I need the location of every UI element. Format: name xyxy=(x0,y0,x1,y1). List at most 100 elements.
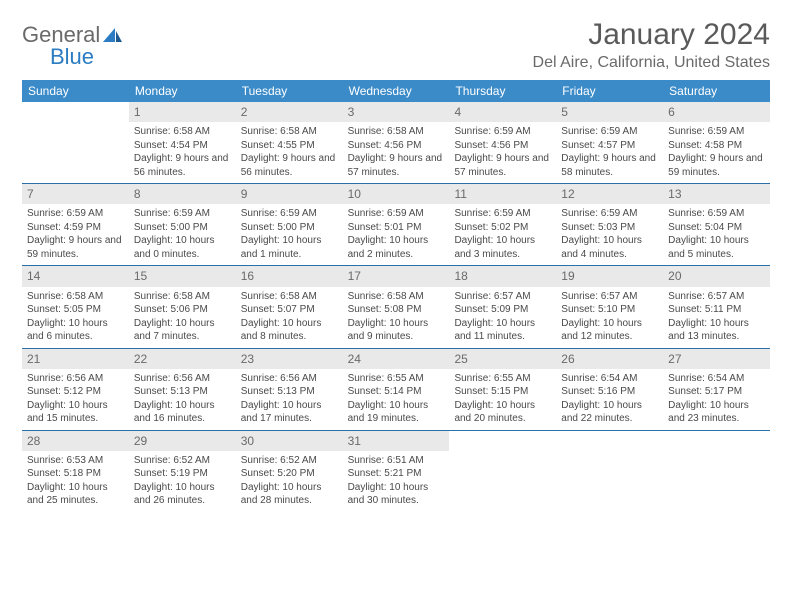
sunset-text: Sunset: 5:12 PM xyxy=(27,385,124,399)
sunrise-text: Sunrise: 6:56 AM xyxy=(241,372,338,386)
daylight-text: Daylight: 9 hours and 58 minutes. xyxy=(561,152,658,179)
daylight-text: Daylight: 10 hours and 25 minutes. xyxy=(27,481,124,508)
day-number: 7 xyxy=(22,184,129,204)
day-number: 25 xyxy=(449,349,556,369)
logo: GeneralBlue xyxy=(22,18,123,68)
week-row: 7Sunrise: 6:59 AMSunset: 4:59 PMDaylight… xyxy=(22,184,770,266)
day-number: 23 xyxy=(236,349,343,369)
sunset-text: Sunset: 5:03 PM xyxy=(561,221,658,235)
day-number: 24 xyxy=(343,349,450,369)
weekday-header: Sunday xyxy=(22,80,129,102)
day-details: Sunrise: 6:57 AMSunset: 5:10 PMDaylight:… xyxy=(558,290,661,344)
day-details: Sunrise: 6:54 AMSunset: 5:17 PMDaylight:… xyxy=(665,372,768,426)
sunset-text: Sunset: 5:08 PM xyxy=(348,303,445,317)
calendar-day: 15Sunrise: 6:58 AMSunset: 5:06 PMDayligh… xyxy=(129,266,236,347)
sunset-text: Sunset: 5:04 PM xyxy=(668,221,765,235)
weekday-header: Monday xyxy=(129,80,236,102)
sunrise-text: Sunrise: 6:58 AM xyxy=(348,125,445,139)
weekday-header: Saturday xyxy=(663,80,770,102)
day-number: 26 xyxy=(556,349,663,369)
sunrise-text: Sunrise: 6:52 AM xyxy=(134,454,231,468)
calendar-day: 18Sunrise: 6:57 AMSunset: 5:09 PMDayligh… xyxy=(449,266,556,347)
calendar-day: 10Sunrise: 6:59 AMSunset: 5:01 PMDayligh… xyxy=(343,184,450,265)
sunset-text: Sunset: 5:16 PM xyxy=(561,385,658,399)
sunset-text: Sunset: 5:20 PM xyxy=(241,467,338,481)
day-details: Sunrise: 6:56 AMSunset: 5:13 PMDaylight:… xyxy=(238,372,341,426)
day-details: Sunrise: 6:59 AMSunset: 5:01 PMDaylight:… xyxy=(345,207,448,261)
sunrise-text: Sunrise: 6:59 AM xyxy=(561,207,658,221)
sunset-text: Sunset: 5:10 PM xyxy=(561,303,658,317)
sunrise-text: Sunrise: 6:57 AM xyxy=(561,290,658,304)
daylight-text: Daylight: 9 hours and 57 minutes. xyxy=(454,152,551,179)
sunrise-text: Sunrise: 6:51 AM xyxy=(348,454,445,468)
day-details: Sunrise: 6:58 AMSunset: 5:08 PMDaylight:… xyxy=(345,290,448,344)
day-number: 6 xyxy=(663,102,770,122)
day-details: Sunrise: 6:59 AMSunset: 5:00 PMDaylight:… xyxy=(238,207,341,261)
calendar-day: 21Sunrise: 6:56 AMSunset: 5:12 PMDayligh… xyxy=(22,349,129,430)
daylight-text: Daylight: 10 hours and 0 minutes. xyxy=(134,234,231,261)
calendar-day xyxy=(663,431,770,512)
day-number: 18 xyxy=(449,266,556,286)
sunset-text: Sunset: 5:00 PM xyxy=(134,221,231,235)
sunset-text: Sunset: 5:13 PM xyxy=(241,385,338,399)
calendar-day: 1Sunrise: 6:58 AMSunset: 4:54 PMDaylight… xyxy=(129,102,236,183)
day-number: 31 xyxy=(343,431,450,451)
sunset-text: Sunset: 5:01 PM xyxy=(348,221,445,235)
logo-sail-icon xyxy=(103,24,123,49)
daylight-text: Daylight: 10 hours and 9 minutes. xyxy=(348,317,445,344)
sunrise-text: Sunrise: 6:59 AM xyxy=(668,125,765,139)
weekday-header: Tuesday xyxy=(236,80,343,102)
day-details: Sunrise: 6:59 AMSunset: 4:56 PMDaylight:… xyxy=(451,125,554,179)
day-number: 27 xyxy=(663,349,770,369)
daylight-text: Daylight: 10 hours and 13 minutes. xyxy=(668,317,765,344)
calendar-day: 11Sunrise: 6:59 AMSunset: 5:02 PMDayligh… xyxy=(449,184,556,265)
daylight-text: Daylight: 10 hours and 17 minutes. xyxy=(241,399,338,426)
week-row: 21Sunrise: 6:56 AMSunset: 5:12 PMDayligh… xyxy=(22,349,770,431)
sunrise-text: Sunrise: 6:58 AM xyxy=(348,290,445,304)
day-details: Sunrise: 6:58 AMSunset: 4:55 PMDaylight:… xyxy=(238,125,341,179)
daylight-text: Daylight: 10 hours and 6 minutes. xyxy=(27,317,124,344)
calendar-day: 7 Sunrise: 6:59 AMSunset: 4:59 PMDaylight… xyxy=(22,184,129,265)
sunset-text: Sunset: 5:21 PM xyxy=(348,467,445,481)
daylight-text: Daylight: 10 hours and 11 minutes. xyxy=(454,317,551,344)
sunset-text: Sunset: 4:55 PM xyxy=(241,139,338,153)
sunrise-text: Sunrise: 6:57 AM xyxy=(668,290,765,304)
calendar-day: 28Sunrise: 6:53 AMSunset: 5:18 PMDayligh… xyxy=(22,431,129,512)
daylight-text: Daylight: 9 hours and 57 minutes. xyxy=(348,152,445,179)
day-details: Sunrise: 6:59 AMSunset: 5:03 PMDaylight:… xyxy=(558,207,661,261)
day-number: 22 xyxy=(129,349,236,369)
daylight-text: Daylight: 10 hours and 22 minutes. xyxy=(561,399,658,426)
daylight-text: Daylight: 10 hours and 28 minutes. xyxy=(241,481,338,508)
day-number: 4 xyxy=(449,102,556,122)
daylight-text: Daylight: 10 hours and 1 minute. xyxy=(241,234,338,261)
sunset-text: Sunset: 5:19 PM xyxy=(134,467,231,481)
sunrise-text: Sunrise: 6:59 AM xyxy=(241,207,338,221)
day-details: Sunrise: 6:58 AMSunset: 5:06 PMDaylight:… xyxy=(131,290,234,344)
sunset-text: Sunset: 4:56 PM xyxy=(348,139,445,153)
day-number: 17 xyxy=(343,266,450,286)
day-number: 13 xyxy=(663,184,770,204)
daylight-text: Daylight: 10 hours and 5 minutes. xyxy=(668,234,765,261)
day-details: Sunrise: 6:58 AMSunset: 5:05 PMDaylight:… xyxy=(24,290,127,344)
sunrise-text: Sunrise: 6:54 AM xyxy=(668,372,765,386)
daylight-text: Daylight: 10 hours and 7 minutes. xyxy=(134,317,231,344)
day-details: Sunrise: 6:59 AMSunset: 5:04 PMDaylight:… xyxy=(665,207,768,261)
calendar-day: 3Sunrise: 6:58 AMSunset: 4:56 PMDaylight… xyxy=(343,102,450,183)
sunset-text: Sunset: 4:59 PM xyxy=(27,221,124,235)
daylight-text: Daylight: 9 hours and 56 minutes. xyxy=(241,152,338,179)
day-number: 30 xyxy=(236,431,343,451)
title-block: January 2024 Del Aire, California, Unite… xyxy=(533,18,770,72)
sunrise-text: Sunrise: 6:59 AM xyxy=(134,207,231,221)
calendar-day: 23 Sunrise: 6:56 AMSunset: 5:13 PMDayligh… xyxy=(236,349,343,430)
week-row: 1Sunrise: 6:58 AMSunset: 4:54 PMDaylight… xyxy=(22,102,770,184)
header: GeneralBlue January 2024 Del Aire, Calif… xyxy=(22,18,770,72)
day-details: Sunrise: 6:59 AMSunset: 4:59 PMDaylight:… xyxy=(24,207,127,261)
sunset-text: Sunset: 5:00 PM xyxy=(241,221,338,235)
sunset-text: Sunset: 4:57 PM xyxy=(561,139,658,153)
day-number: 12 xyxy=(556,184,663,204)
day-number: 9 xyxy=(236,184,343,204)
day-number: 29 xyxy=(129,431,236,451)
day-number: 20 xyxy=(663,266,770,286)
day-details: Sunrise: 6:58 AMSunset: 5:07 PMDaylight:… xyxy=(238,290,341,344)
day-details: Sunrise: 6:56 AMSunset: 5:12 PMDaylight:… xyxy=(24,372,127,426)
